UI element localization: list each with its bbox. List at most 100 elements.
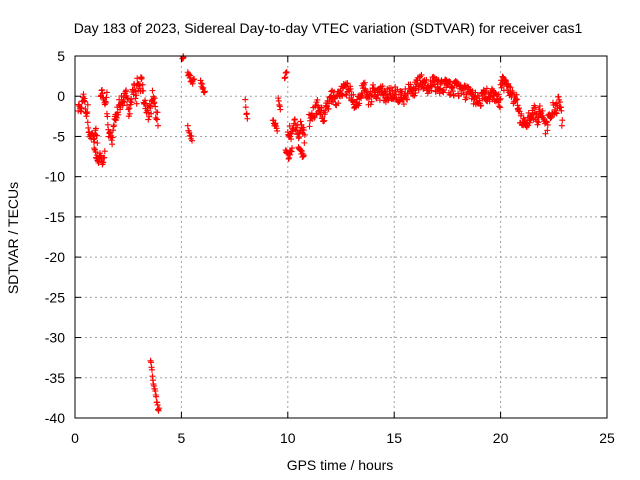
data-point [187, 72, 194, 79]
data-point [156, 405, 163, 412]
data-point [133, 100, 140, 107]
data-point [84, 101, 91, 108]
data-point [532, 104, 539, 111]
data-point [423, 76, 430, 83]
data-point [321, 117, 328, 124]
data-point [495, 99, 502, 106]
data-point [184, 122, 191, 129]
data-point [552, 109, 559, 116]
data-point [103, 94, 110, 101]
data-point [358, 95, 365, 102]
data-point [140, 87, 147, 94]
data-point [84, 109, 91, 116]
data-point [518, 110, 525, 117]
data-point [514, 96, 521, 103]
data-point [356, 100, 363, 107]
x-tick-label: 0 [71, 430, 79, 446]
data-point [126, 105, 133, 112]
data-point [373, 95, 380, 102]
chart-title: Day 183 of 2023, Sidereal Day-to-day VTE… [74, 20, 583, 36]
data-point [306, 123, 313, 130]
data-point [483, 85, 490, 92]
data-point [472, 89, 479, 96]
data-point [300, 127, 307, 134]
y-tick-label: 5 [57, 48, 65, 64]
data-point [109, 134, 116, 141]
data-point [81, 98, 88, 105]
data-point [133, 92, 140, 99]
data-point [148, 366, 155, 373]
data-point [125, 106, 132, 113]
data-point [189, 137, 196, 144]
data-points [75, 53, 566, 414]
data-point [111, 122, 118, 129]
y-tick-label: 0 [57, 88, 65, 104]
grid-layer [75, 56, 607, 418]
y-tick-label: -10 [45, 169, 65, 185]
data-point [242, 96, 249, 103]
data-point [506, 83, 513, 90]
data-point [544, 121, 551, 128]
data-point [463, 94, 470, 101]
data-point [146, 113, 153, 120]
data-point [367, 101, 374, 108]
y-tick-label: -15 [45, 209, 65, 225]
data-point [544, 127, 551, 134]
data-point [496, 96, 503, 103]
data-point [201, 88, 208, 95]
data-point [78, 104, 85, 111]
data-point [396, 98, 403, 105]
data-point [113, 114, 120, 121]
data-point [154, 122, 161, 129]
data-point [277, 106, 284, 113]
data-point [553, 110, 560, 117]
data-point [283, 69, 290, 76]
data-point [151, 95, 158, 102]
data-point [497, 104, 504, 111]
axis-layer: 0 5 10 15 20 25 5 0 -5 -10 -15 -20 -25 -30 -35 -40 [45, 48, 615, 446]
data-point [497, 95, 504, 102]
data-point [148, 359, 155, 366]
data-point [128, 99, 135, 106]
data-point [94, 140, 101, 147]
data-point [320, 118, 327, 125]
data-point [121, 99, 128, 106]
data-point [148, 110, 155, 117]
data-point [199, 80, 206, 87]
data-point [536, 103, 543, 110]
data-point [301, 139, 308, 146]
data-point [93, 132, 100, 139]
data-point [322, 109, 329, 116]
data-point [92, 148, 99, 155]
data-point [132, 95, 139, 102]
data-point [142, 97, 149, 104]
data-point [139, 81, 146, 88]
data-point [556, 99, 563, 106]
data-point [123, 87, 130, 94]
data-point [418, 71, 425, 78]
data-point [103, 89, 110, 96]
data-point [332, 101, 339, 108]
data-point [558, 122, 565, 129]
data-point [543, 119, 550, 126]
data-point [286, 154, 293, 161]
data-point [400, 101, 407, 108]
data-point [101, 154, 108, 161]
data-point [288, 136, 295, 143]
data-point [361, 79, 368, 86]
x-tick-label: 25 [599, 430, 615, 446]
x-tick-label: 5 [178, 430, 186, 446]
data-point [344, 80, 351, 87]
x-axis-label: GPS time / hours [287, 457, 394, 473]
data-point [542, 130, 549, 137]
data-point [152, 103, 159, 110]
data-point [142, 100, 149, 107]
data-point [115, 111, 122, 118]
data-point [496, 103, 503, 110]
data-point [126, 110, 133, 117]
data-point [375, 92, 382, 99]
data-point [559, 117, 566, 124]
data-point [314, 96, 321, 103]
data-point [335, 100, 342, 107]
data-point [389, 87, 396, 94]
